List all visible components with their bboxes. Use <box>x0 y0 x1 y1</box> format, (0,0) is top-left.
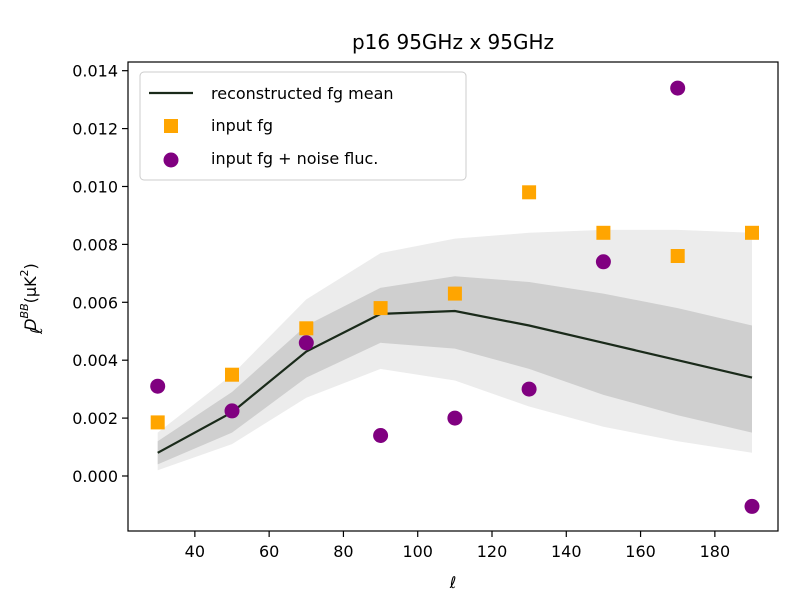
y-axis-label: DBB(μK2) ℓ <box>18 263 46 335</box>
y-label-unit-sup: 2 <box>18 269 31 276</box>
input-fg-noise-point <box>150 378 166 394</box>
input-fg-noise-point <box>521 381 537 397</box>
y-label-sub: ℓ <box>27 327 46 335</box>
x-tick-label: 180 <box>700 542 731 561</box>
input-fg-point <box>670 249 685 263</box>
x-tick-label: 140 <box>551 542 582 561</box>
y-axis-ticks: 0.000 0.002 0.004 0.006 0.008 0.010 0.012 0.014 <box>72 62 128 486</box>
input-fg-point <box>299 321 314 336</box>
legend-label-input-fg: input fg <box>211 116 273 135</box>
y-tick-label: 0.006 <box>72 293 118 312</box>
y-label-unit-open: (μK <box>21 276 40 303</box>
plot-frame <box>127 61 779 532</box>
x-tick-label: 40 <box>185 542 205 561</box>
svg-text:DBB(μK2): DBB(μK2) <box>18 263 40 331</box>
mean-line <box>157 309 753 454</box>
x-tick-label: 80 <box>333 542 353 561</box>
input-fg-noise-point <box>224 403 240 419</box>
legend-square-swatch <box>164 119 178 133</box>
x-axis-ticks: 40 60 80 100 120 140 160 180 <box>185 531 730 561</box>
legend-circle-swatch <box>163 152 179 168</box>
input-fg-point <box>522 185 537 200</box>
input-fg-noise-point <box>298 335 314 351</box>
y-tick-label: 0.010 <box>72 177 118 196</box>
input-fg-noise-point <box>744 498 760 514</box>
input-fg-point <box>447 286 462 301</box>
band-1sigma <box>157 276 752 465</box>
x-tick-label: 100 <box>402 542 433 561</box>
x-tick-label: 120 <box>477 542 508 561</box>
input-fg-point <box>745 225 759 240</box>
legend-label-mean: reconstructed fg mean <box>211 84 394 103</box>
legend: reconstructed fg mean input fg input fg … <box>139 71 467 181</box>
x-tick-label: 60 <box>259 542 279 561</box>
plot-area <box>150 80 760 514</box>
band-2sigma <box>157 229 752 471</box>
input-fg-point <box>373 301 388 316</box>
input-fg-markers <box>150 185 759 430</box>
legend-label-input-fg-noise: input fg + noise fluc. <box>211 149 378 168</box>
x-tick-label: 160 <box>625 542 656 561</box>
input-fg-noise-markers <box>150 80 760 514</box>
y-label-unit-close: ) <box>21 263 40 269</box>
input-fg-noise-point <box>595 254 611 270</box>
y-tick-label: 0.002 <box>72 409 118 428</box>
y-tick-label: 0.000 <box>72 467 118 486</box>
input-fg-noise-point <box>447 410 463 426</box>
y-tick-label: 0.004 <box>72 351 118 370</box>
y-label-base: D <box>21 318 40 330</box>
input-fg-point <box>225 367 239 382</box>
chart-title: p16 95GHz x 95GHz <box>352 30 554 54</box>
input-fg-point <box>150 415 165 430</box>
y-label-sup: BB <box>18 303 31 318</box>
y-tick-label: 0.012 <box>72 120 118 139</box>
y-tick-label: 0.014 <box>72 62 118 81</box>
legend-box <box>139 71 467 181</box>
input-fg-noise-point <box>670 80 686 96</box>
x-axis-label: ℓ <box>449 573 457 592</box>
input-fg-noise-point <box>373 428 389 443</box>
y-tick-label: 0.008 <box>72 235 118 254</box>
input-fg-point <box>596 225 611 240</box>
